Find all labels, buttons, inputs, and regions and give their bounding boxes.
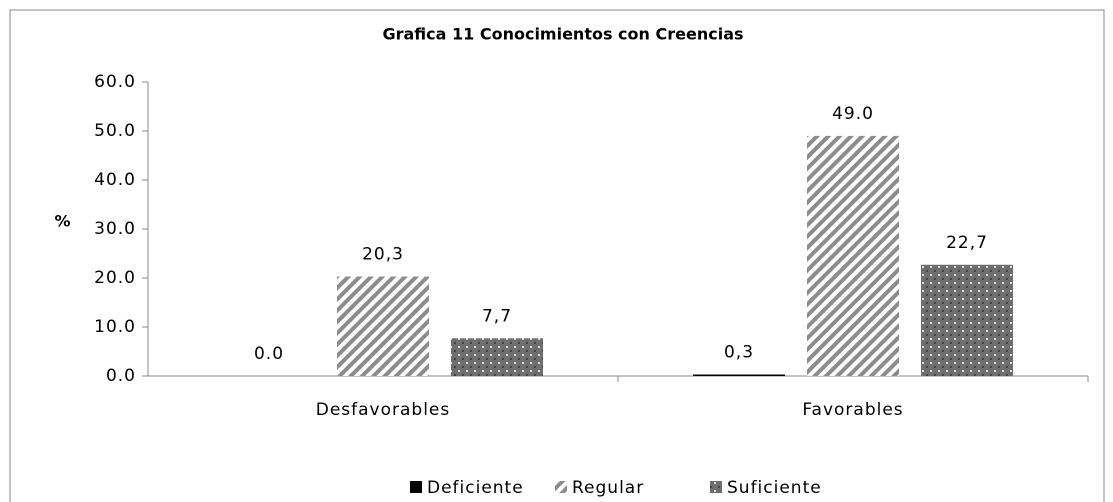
legend-swatch xyxy=(410,481,422,493)
chart-title: Grafica 11 Conocimientos con Creencias xyxy=(382,25,743,44)
x-tick-label: Desfavorables xyxy=(316,400,451,420)
y-axis-label: % xyxy=(54,212,71,231)
y-tick-label: 10.0 xyxy=(94,317,136,337)
bar xyxy=(451,338,543,376)
value-label: 20,3 xyxy=(362,245,404,265)
legend-swatch xyxy=(555,481,567,493)
y-tick-label: 50.0 xyxy=(94,121,136,141)
bar xyxy=(337,276,429,376)
legend-label: Suficiente xyxy=(727,478,822,498)
value-label: 49.0 xyxy=(832,104,874,124)
value-label: 0,3 xyxy=(724,343,754,363)
value-label: 22,7 xyxy=(946,233,988,253)
y-tick-label: 0.0 xyxy=(106,366,136,386)
y-tick-label: 60.0 xyxy=(94,72,136,92)
y-tick-label: 40.0 xyxy=(94,170,136,190)
chart-frame xyxy=(9,9,1105,502)
legend-swatch xyxy=(710,481,722,493)
y-tick-label: 30.0 xyxy=(94,219,136,239)
value-label: 0.0 xyxy=(254,344,284,364)
value-label: 7,7 xyxy=(482,306,512,326)
legend-label: Regular xyxy=(572,478,644,498)
bar xyxy=(807,135,899,376)
legend-label: Deficiente xyxy=(427,478,524,498)
bar xyxy=(921,264,1013,376)
x-tick-label: Favorables xyxy=(802,400,903,420)
y-tick-label: 20.0 xyxy=(94,268,136,288)
bar xyxy=(693,374,785,376)
